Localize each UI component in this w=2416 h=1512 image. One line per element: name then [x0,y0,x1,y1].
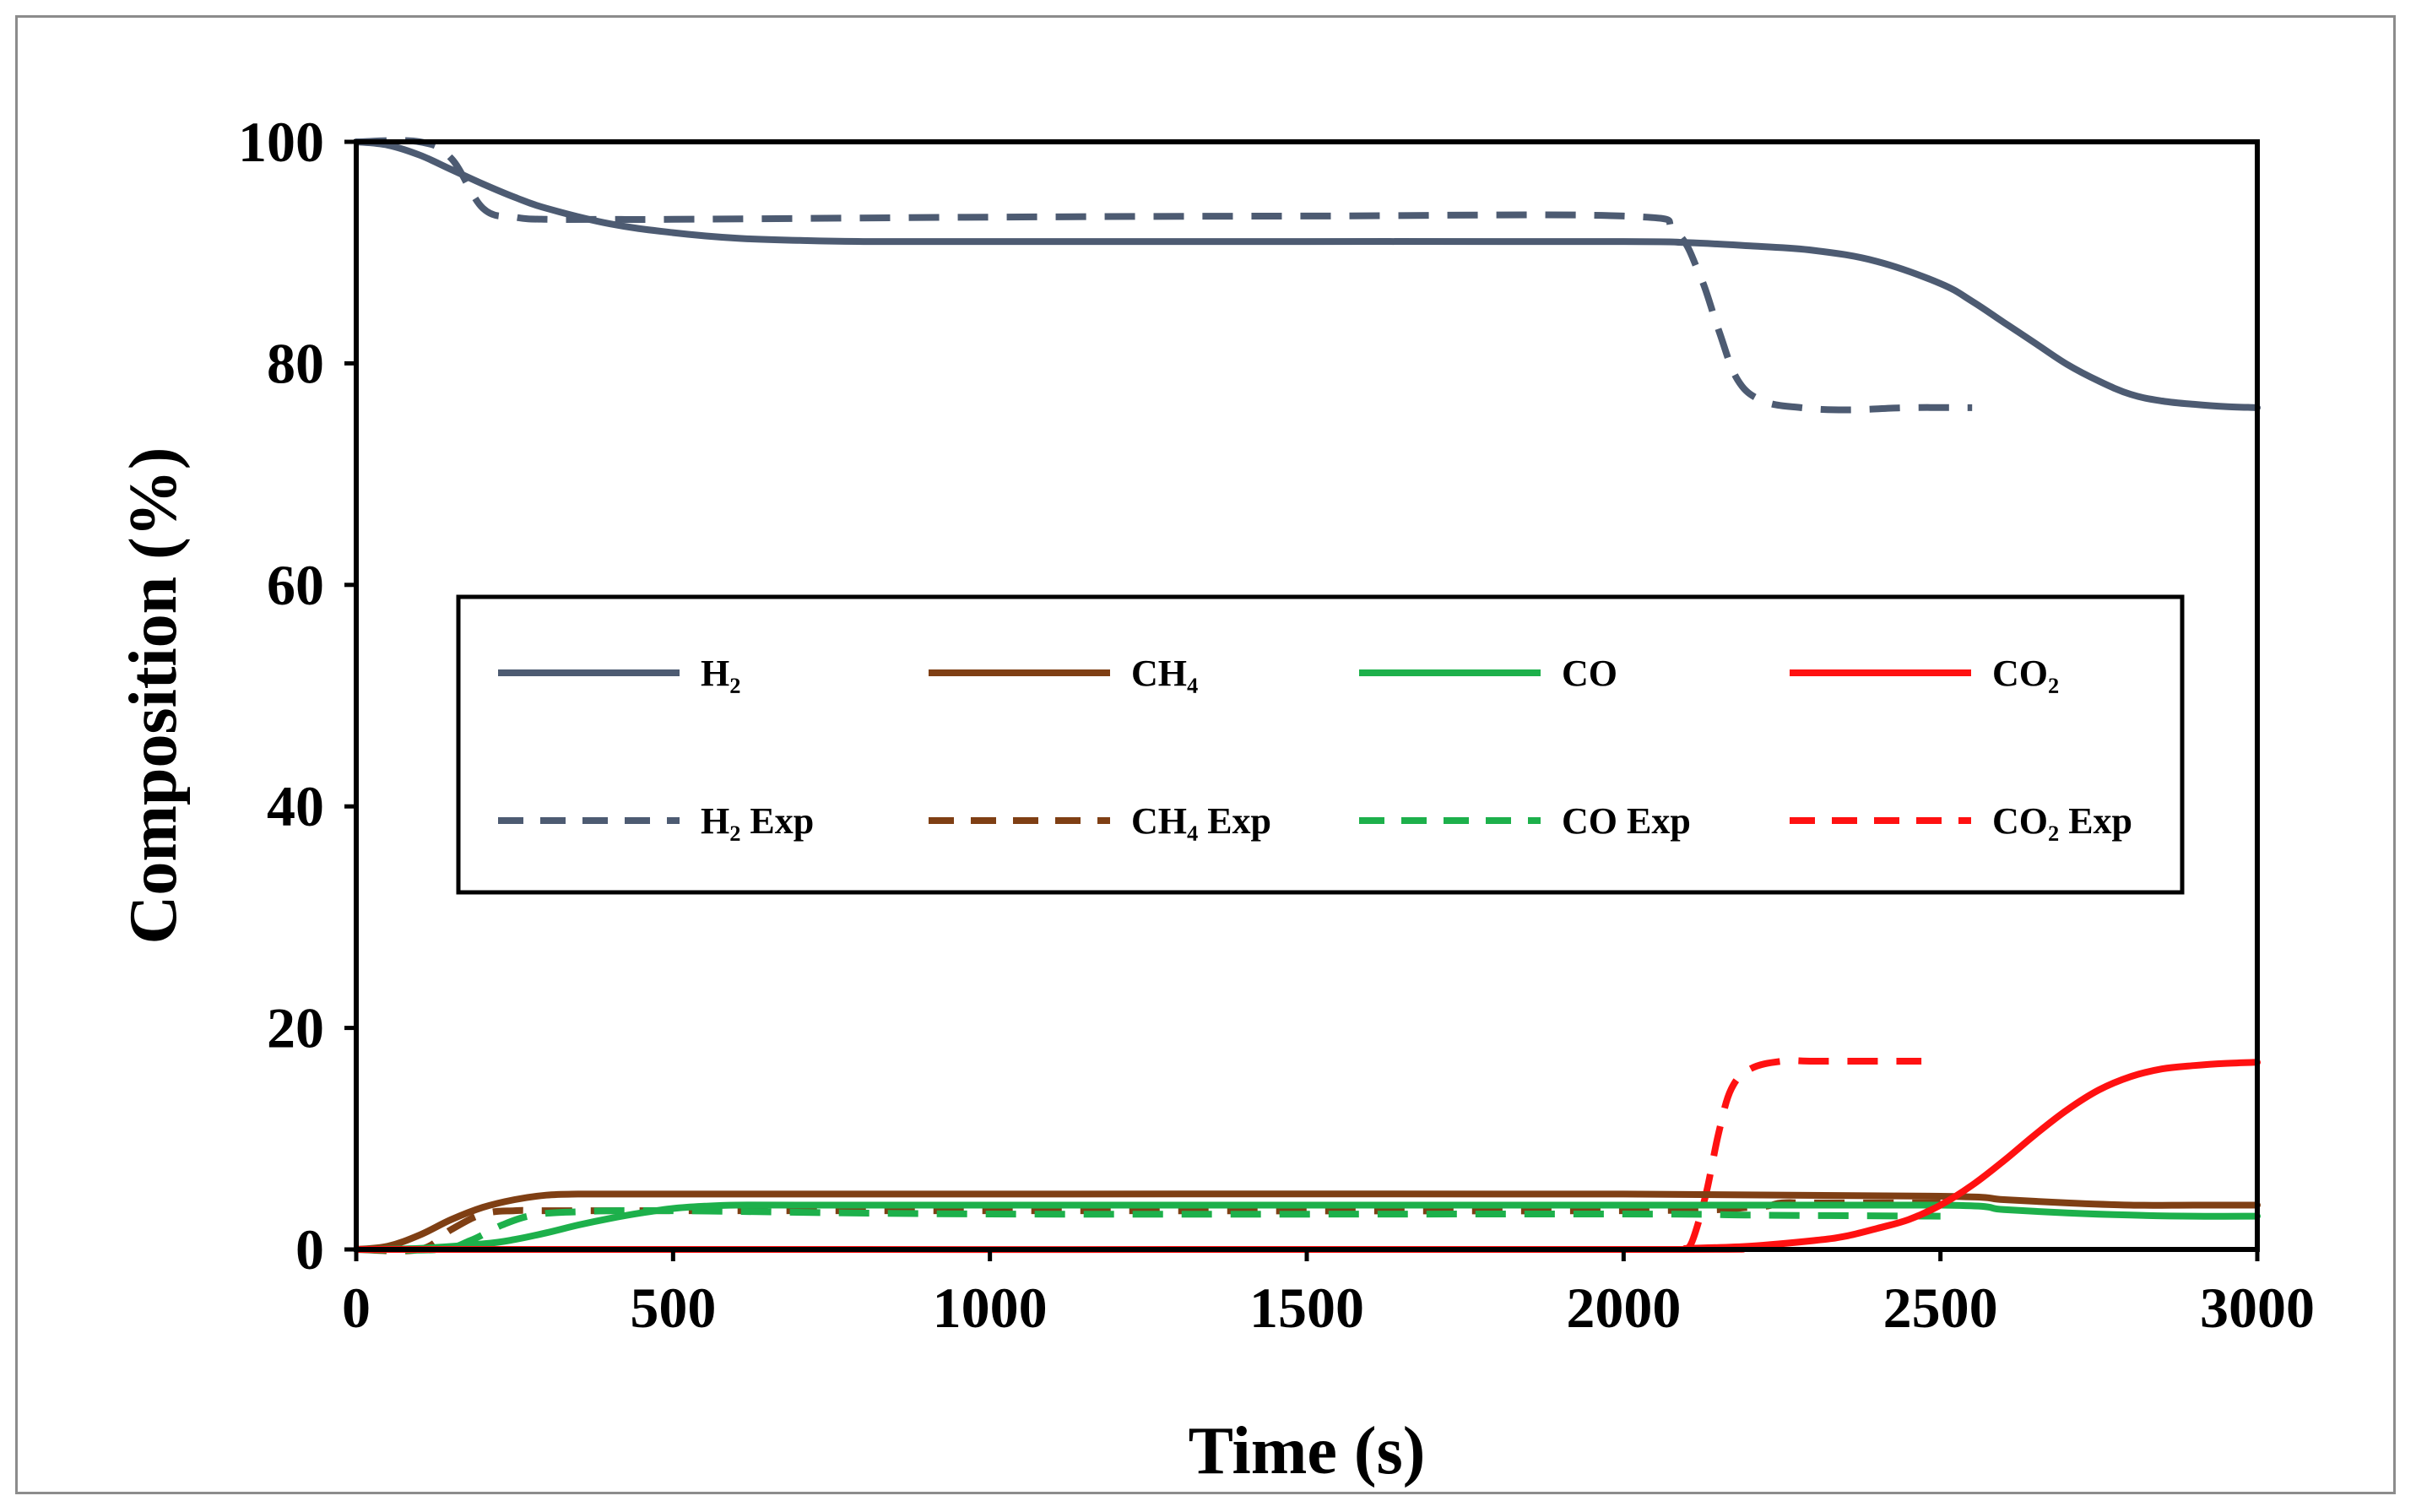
y-tick-label: 40 [267,774,324,838]
x-tick-label: 1500 [1249,1276,1364,1340]
y-axis-title: Composition (%) [116,447,191,945]
legend-label: CO₂ [1992,653,2059,694]
legend-label: CH₄ [1131,653,1198,694]
series-line-co2 [353,1059,2261,1254]
series-line-h2-exp [355,137,1973,414]
series-line-ch4-exp [355,1199,1941,1255]
legend-label: CO₂ Exp [1992,800,2132,842]
legend: H₂ CH₄ CO CO₂ H₂ Exp CH₄ Exp CO Exp CO₂ Exp [456,594,2185,895]
legend-label: CO Exp [1562,800,1691,842]
x-tick-label: 2000 [1566,1276,1681,1340]
legend-label: CH₄ Exp [1131,800,1271,842]
series-layer [353,137,2261,1255]
x-tick-label: 3000 [2200,1276,2315,1340]
y-tick-label: 80 [267,331,324,395]
legend-label: CO [1562,653,1617,694]
legend-label: H₂ [701,653,740,694]
x-tick-label: 0 [342,1276,371,1340]
legend-label: H₂ Exp [701,800,814,842]
y-tick-label: 20 [267,996,324,1060]
x-axis-title: Time (s) [1189,1414,1426,1488]
ticks-layer: 0 500 1000 1500 2000 2500 3000 0 20 40 60 80 100 [238,110,2315,1340]
series-line-ch4 [353,1190,2261,1253]
series-line-h2 [353,138,2261,411]
x-tick-label: 2500 [1883,1276,1998,1340]
y-tick-label: 100 [238,110,324,174]
x-tick-label: 500 [630,1276,716,1340]
series-line-co2-exp [1683,1057,1922,1252]
x-tick-label: 1000 [933,1276,1048,1340]
legend-box [456,594,2185,895]
series-line-co [353,1201,2261,1253]
y-tick-label: 60 [267,553,324,617]
y-tick-label: 0 [295,1217,324,1282]
series-line-co-exp [355,1206,1941,1254]
